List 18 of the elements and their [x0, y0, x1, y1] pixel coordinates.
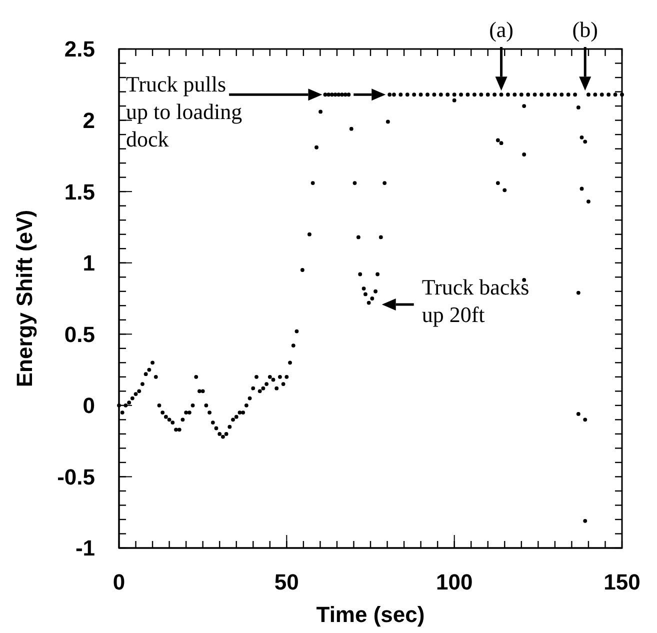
annotation: (b): [572, 17, 598, 42]
y-tick-label: 0.5: [64, 322, 95, 347]
annotation: (a): [489, 17, 514, 42]
y-tick-label: 1: [82, 250, 95, 276]
y-axis-title: Energy Shift (eV): [12, 210, 37, 388]
x-axis-title: Time (sec): [316, 602, 425, 627]
y-tick-label: 0: [82, 393, 95, 418]
x-tick-label: 0: [112, 570, 126, 595]
x-tick-label: 50: [274, 570, 299, 595]
x-tick-label: 150: [604, 570, 640, 595]
y-tick-label: 1.5: [64, 179, 95, 204]
x-tick-label: 100: [436, 570, 473, 595]
y-tick-label: 2: [82, 108, 95, 133]
annotation: Truck backs up 20ft: [422, 274, 530, 327]
annotation: Truck pulls up to loading dock: [126, 72, 242, 152]
y-tick-label: -1: [75, 536, 95, 561]
y-tick-label: -0.5: [57, 464, 95, 490]
y-tick-label: 2.5: [64, 36, 95, 62]
